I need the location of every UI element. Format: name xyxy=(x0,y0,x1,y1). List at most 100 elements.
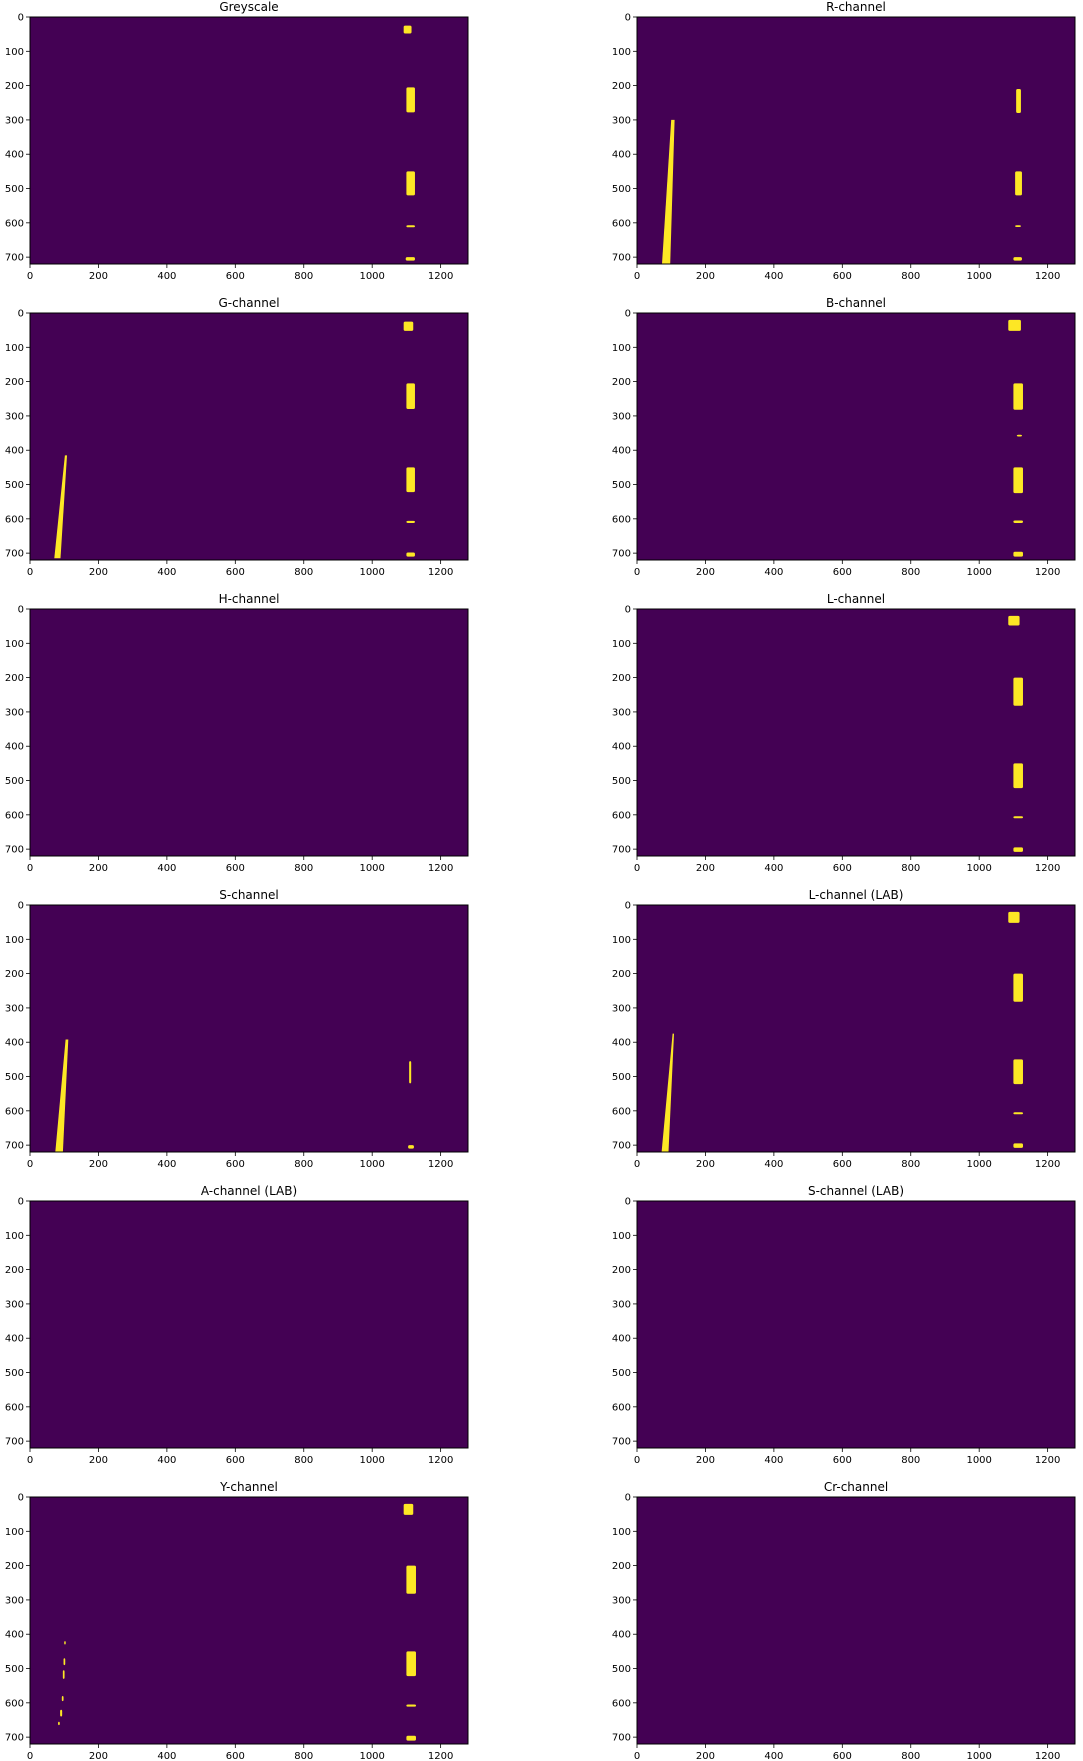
x-tick-label: 1000 xyxy=(966,271,991,282)
y-tick-label: 700 xyxy=(612,1733,631,1744)
mask-background xyxy=(30,1201,468,1448)
lane-line xyxy=(662,119,675,264)
lane-segment xyxy=(406,383,415,410)
x-tick-label: 600 xyxy=(833,271,852,282)
x-tick-label: 1000 xyxy=(966,1751,991,1761)
y-tick-label: 0 xyxy=(18,309,24,320)
panel-10: Y-channel 0 200 400 600 800 1000 1200 0 100 200 300… xyxy=(5,1480,469,1761)
x-tick-label: 0 xyxy=(27,1751,33,1761)
y-tick-label: 400 xyxy=(612,1334,631,1345)
panel-6: S-channel 0 200 400 600 800 1000 1200 0 100 200 300… xyxy=(5,888,469,1170)
lane-segment xyxy=(1008,911,1020,923)
y-tick-label: 600 xyxy=(612,1106,631,1117)
lane-segment xyxy=(406,1565,416,1594)
y-tick-label: 300 xyxy=(5,115,24,126)
y-tick-label: 200 xyxy=(612,81,631,92)
x-tick-label: 600 xyxy=(833,1751,852,1761)
panel-11: Cr-channel 0 200 400 600 800 1000 1200 0 100 200 30… xyxy=(612,1480,1076,1761)
y-tick-label: 100 xyxy=(612,1231,631,1242)
y-tick-label: 700 xyxy=(612,1141,631,1152)
x-tick-label: 1200 xyxy=(428,1159,453,1170)
panel-8: A-channel (LAB) 0 200 400 600 800 1000 1200 0 100… xyxy=(5,1184,469,1466)
y-tick-label: 200 xyxy=(612,377,631,388)
x-tick-label: 1200 xyxy=(1035,1751,1060,1761)
x-tick-label: 0 xyxy=(27,863,33,874)
lane-segment xyxy=(1013,677,1023,706)
x-tick-label: 1000 xyxy=(966,1159,991,1170)
y-tick-label: 300 xyxy=(612,411,631,422)
y-tick-label: 200 xyxy=(5,969,24,980)
lane-segment xyxy=(406,225,415,228)
y-tick-label: 100 xyxy=(612,935,631,946)
x-tick-label: 1200 xyxy=(1035,863,1060,874)
lane-segment xyxy=(1013,520,1023,523)
x-tick-label: 400 xyxy=(764,271,783,282)
x-tick-label: 200 xyxy=(89,567,108,578)
x-tick-label: 0 xyxy=(634,1455,640,1466)
x-tick-label: 800 xyxy=(294,271,313,282)
x-tick-label: 200 xyxy=(696,1751,715,1761)
panel-title: G-channel xyxy=(218,296,279,310)
x-tick-label: 600 xyxy=(226,1455,245,1466)
y-tick-label: 100 xyxy=(5,935,24,946)
x-tick-label: 400 xyxy=(157,1159,176,1170)
x-tick-label: 200 xyxy=(89,1455,108,1466)
y-tick-label: 300 xyxy=(5,1003,24,1014)
x-tick-label: 1200 xyxy=(428,271,453,282)
panel-title: Y-channel xyxy=(219,1480,278,1494)
lane-segment xyxy=(1013,847,1023,852)
y-tick-label: 400 xyxy=(5,1630,24,1641)
lane-segment xyxy=(406,87,415,113)
panel-9: S-channel (LAB) 0 200 400 600 800 1000 1200 0 100… xyxy=(612,1184,1076,1466)
axes-frame xyxy=(636,1200,1076,1449)
x-tick-label: 1000 xyxy=(966,567,991,578)
y-tick-label: 0 xyxy=(625,309,631,320)
x-tick-label: 200 xyxy=(89,863,108,874)
panel-title: H-channel xyxy=(219,592,280,606)
x-tick-label: 600 xyxy=(226,863,245,874)
lane-segment xyxy=(403,1503,414,1515)
y-tick-label: 700 xyxy=(5,1437,24,1448)
panel-title: L-channel xyxy=(827,592,885,606)
y-tick-label: 600 xyxy=(612,1698,631,1709)
lane-segment xyxy=(1013,763,1023,789)
y-tick-label: 500 xyxy=(612,776,631,787)
x-tick-label: 0 xyxy=(634,863,640,874)
x-tick-label: 400 xyxy=(764,1159,783,1170)
x-tick-label: 600 xyxy=(226,271,245,282)
y-tick-label: 300 xyxy=(5,707,24,718)
y-tick-label: 0 xyxy=(625,13,631,24)
mask-background xyxy=(637,905,1075,1152)
y-tick-label: 700 xyxy=(612,549,631,560)
lane-segment xyxy=(405,257,415,261)
mask-background xyxy=(30,905,468,1152)
x-tick-label: 400 xyxy=(764,1751,783,1761)
mask-background xyxy=(637,17,1075,264)
x-tick-label: 1200 xyxy=(1035,1455,1060,1466)
x-tick-label: 200 xyxy=(89,271,108,282)
mask-background xyxy=(30,1497,468,1744)
lane-segment xyxy=(61,1695,64,1702)
y-tick-label: 400 xyxy=(5,446,24,457)
x-tick-label: 0 xyxy=(634,567,640,578)
x-tick-label: 800 xyxy=(294,1751,313,1761)
lane-segment xyxy=(406,1651,416,1677)
x-tick-label: 800 xyxy=(901,271,920,282)
panel-0: Greyscale 0 200 400 600 800 1000 1200 0 100 200 300… xyxy=(5,0,469,282)
lane-segment xyxy=(64,1641,66,1645)
mask-blobs xyxy=(58,1503,416,1741)
y-tick-label: 600 xyxy=(5,810,24,821)
y-tick-label: 0 xyxy=(625,605,631,616)
x-tick-label: 0 xyxy=(27,1455,33,1466)
lane-line xyxy=(55,1039,69,1152)
mask-blobs xyxy=(1008,615,1023,852)
lane-segment xyxy=(403,321,414,331)
y-tick-label: 500 xyxy=(612,1368,631,1379)
x-tick-label: 200 xyxy=(696,271,715,282)
axes-frame xyxy=(29,1200,469,1449)
y-tick-label: 0 xyxy=(625,901,631,912)
x-tick-label: 0 xyxy=(634,1751,640,1761)
mask-background xyxy=(30,609,468,856)
y-tick-label: 700 xyxy=(5,549,24,560)
x-tick-label: 400 xyxy=(764,863,783,874)
